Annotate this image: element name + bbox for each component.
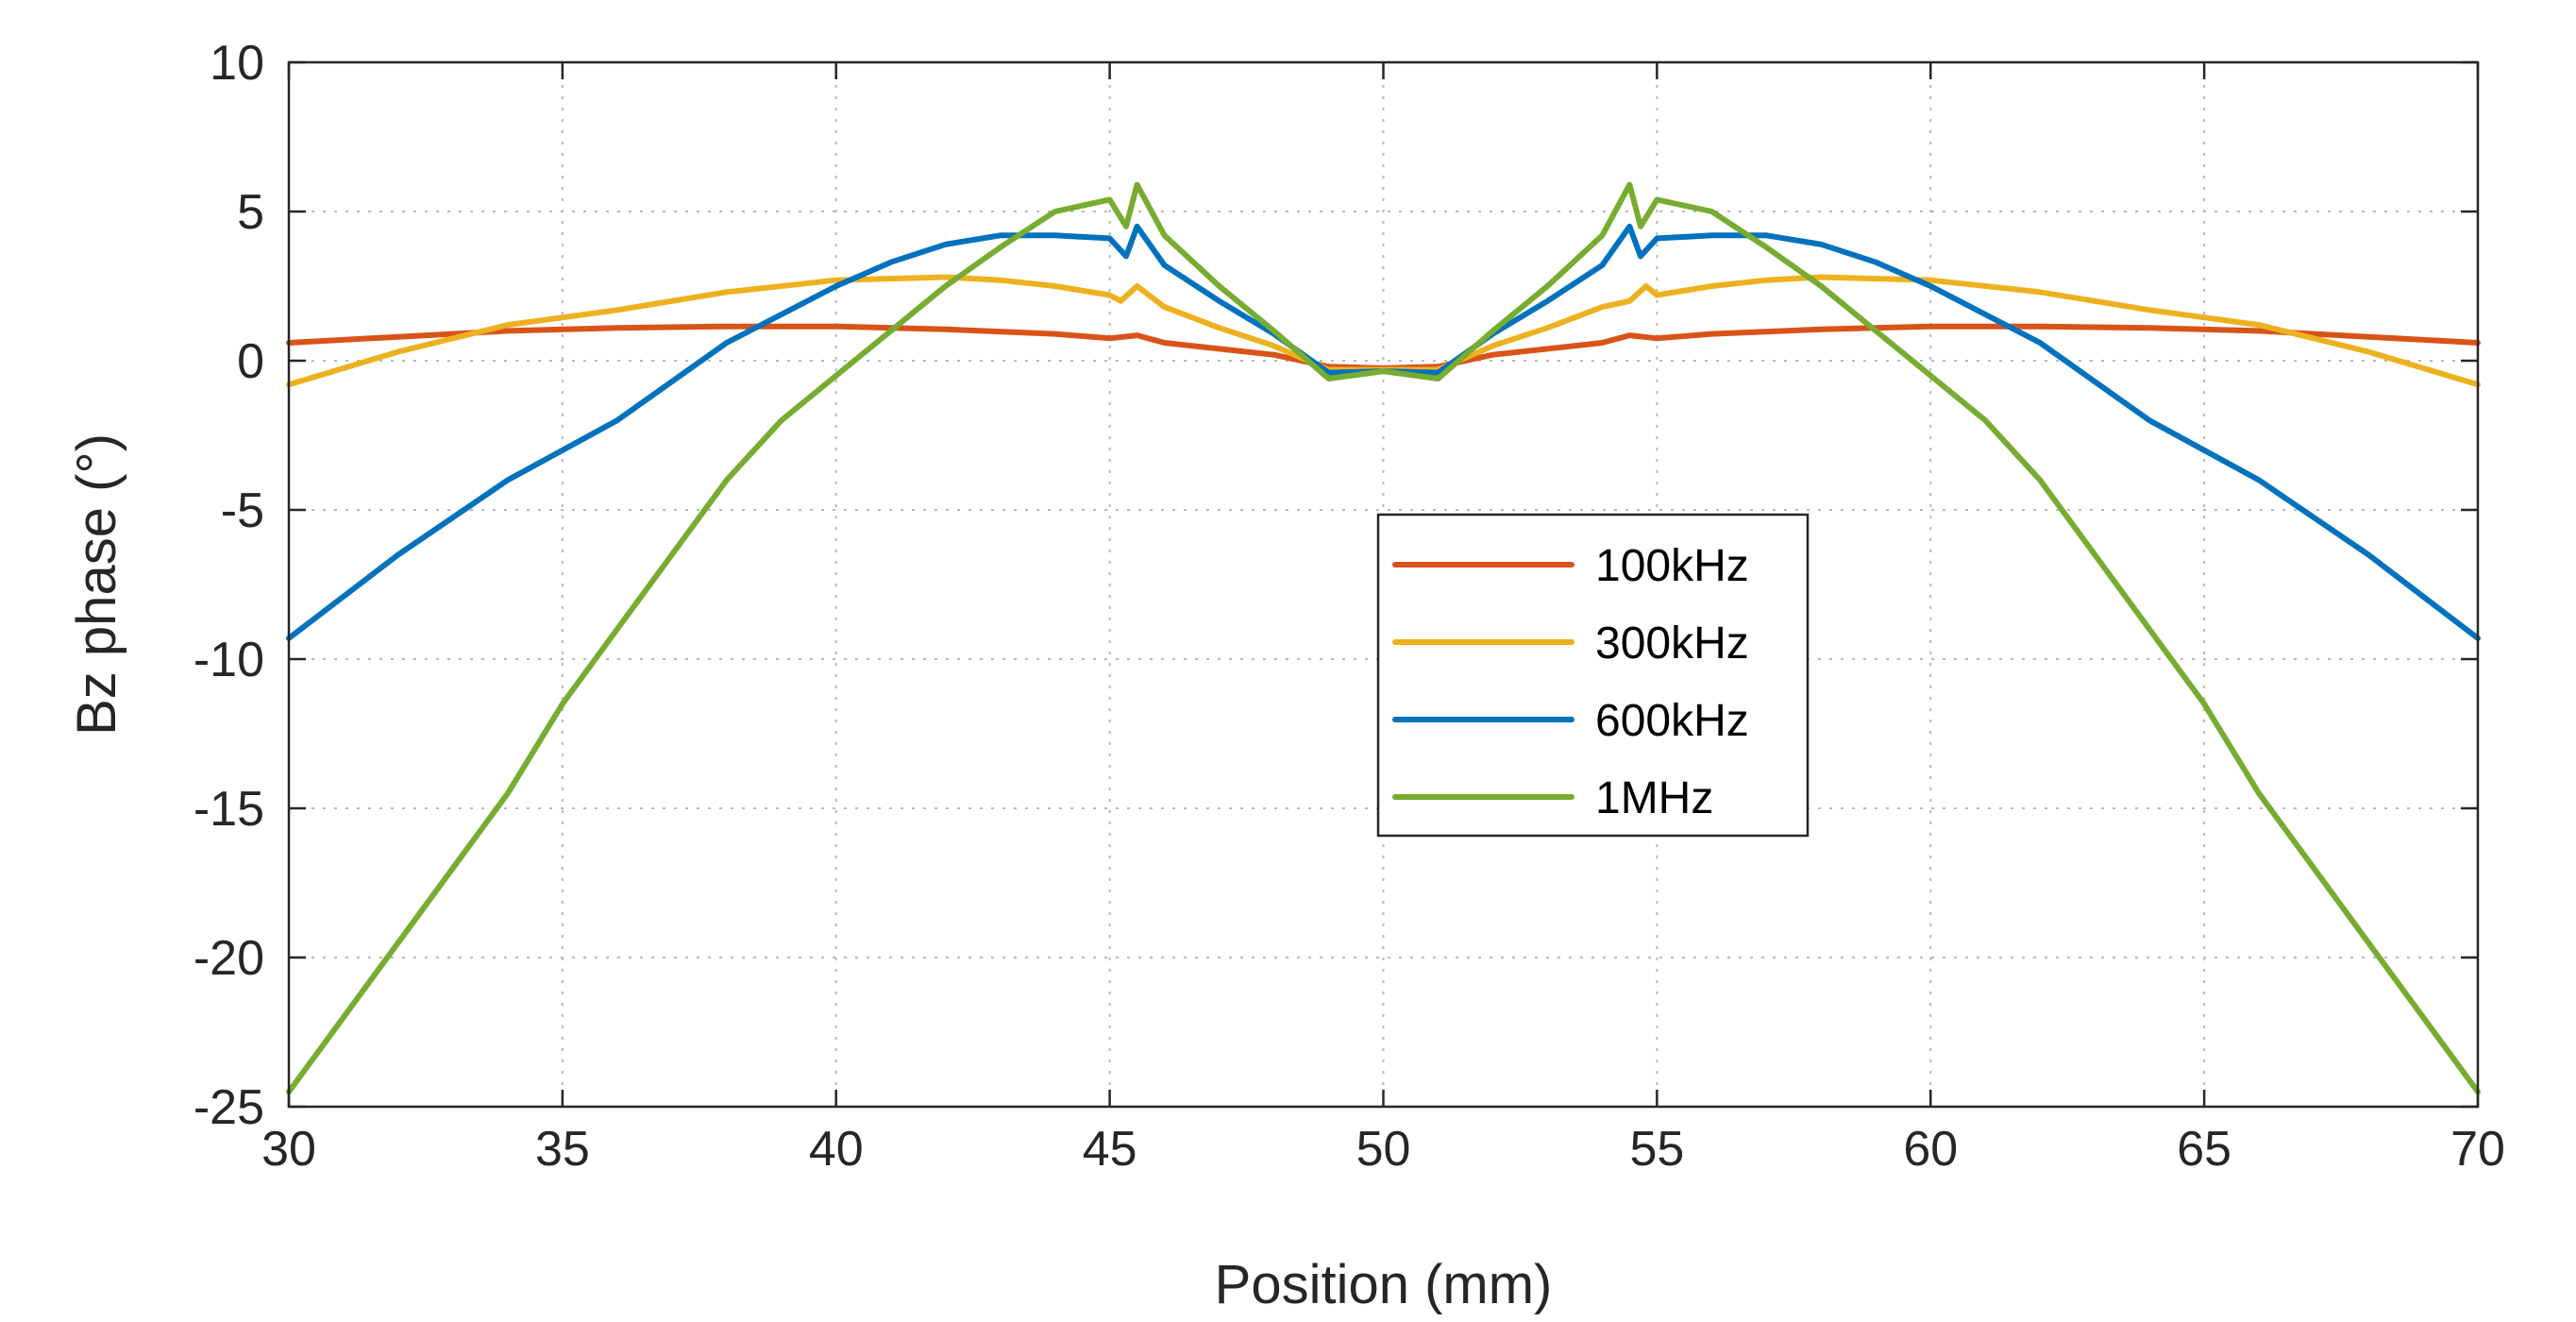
- y-tick-label: -5: [221, 483, 264, 538]
- y-tick-label: -10: [194, 633, 264, 687]
- x-axis-label: Position (mm): [1215, 1254, 1553, 1315]
- x-tick-label: 55: [1629, 1122, 1684, 1177]
- y-tick-label: 0: [237, 334, 264, 389]
- y-tick-label: 5: [237, 185, 264, 240]
- series-line-1mhz: [286, 181, 2481, 1095]
- legend-label-1mhz: 1MHz: [1595, 773, 1713, 823]
- y-tick-label: -20: [194, 931, 264, 986]
- x-tick-label: 50: [1356, 1122, 1411, 1177]
- x-tick-label: 30: [261, 1122, 316, 1177]
- x-axis-ticks: 30 35 40 45 50 55 60 65 70: [261, 62, 2505, 1177]
- y-tick-label: -25: [194, 1080, 264, 1135]
- legend: 100kHz 300kHz 600kHz 1MHz: [1376, 513, 1810, 838]
- x-tick-label: 70: [2450, 1122, 2505, 1177]
- legend-label-600khz: 600kHz: [1595, 696, 1749, 746]
- y-tick-label: 10: [210, 36, 264, 91]
- x-tick-label: 40: [809, 1122, 864, 1177]
- x-tick-label: 45: [1083, 1122, 1137, 1177]
- y-axis-ticks: 10 5 0 -5 -10 -15 -20 -25: [194, 36, 2478, 1135]
- x-tick-label: 35: [535, 1122, 590, 1177]
- x-tick-label: 65: [2177, 1122, 2231, 1177]
- series-lines: [286, 181, 2481, 1095]
- y-tick-label: -15: [194, 782, 264, 837]
- legend-box: [1376, 513, 1810, 838]
- legend-label-300khz: 300kHz: [1595, 619, 1749, 669]
- x-tick-label: 60: [1903, 1122, 1958, 1177]
- y-axis-label: Bz phase (°): [66, 433, 127, 736]
- legend-label-100khz: 100kHz: [1595, 541, 1749, 591]
